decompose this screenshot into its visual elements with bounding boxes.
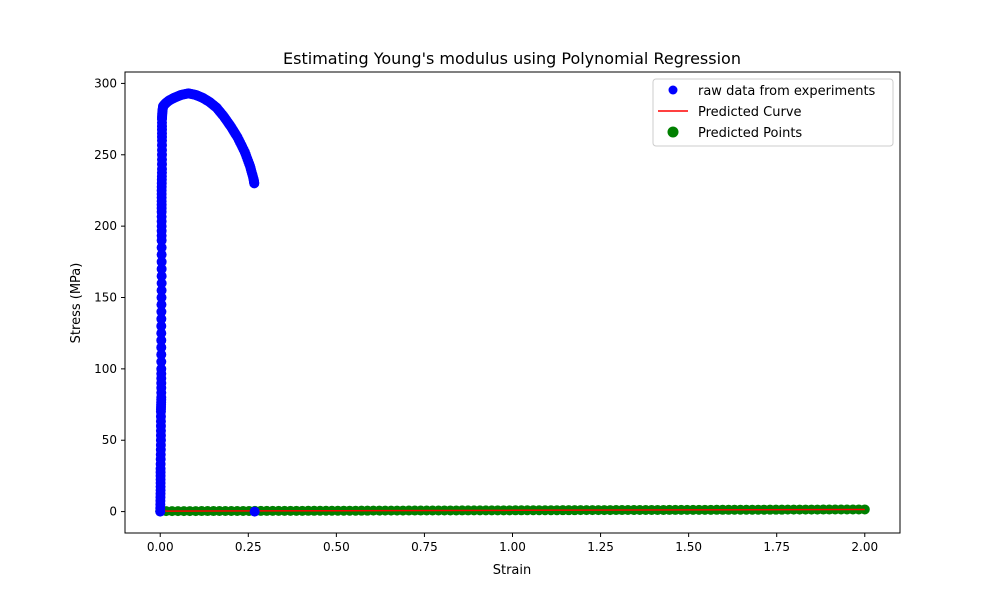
x-tick-label: 0.25 — [235, 540, 262, 554]
raw-data-point — [156, 356, 167, 367]
legend-marker — [668, 85, 678, 95]
x-tick-label: 0.00 — [147, 540, 174, 554]
y-tick-label: 100 — [94, 362, 117, 376]
raw-data-point — [156, 321, 167, 332]
x-axis-label: Strain — [493, 563, 532, 578]
raw-data-point — [156, 363, 167, 374]
raw-data-point — [156, 313, 167, 324]
legend-box — [652, 78, 894, 147]
y-tick-label: 0 — [109, 505, 117, 519]
x-tick-label: 1.00 — [499, 540, 526, 554]
x-tick-label: 0.75 — [411, 540, 438, 554]
x-tick-label: 0.50 — [323, 540, 350, 554]
raw-data-point — [156, 263, 167, 274]
legend: raw data from experiments Predicted Curve… — [652, 78, 894, 147]
raw-data-point — [156, 342, 167, 353]
chart-title: Estimating Young's modulus using Polynom… — [283, 49, 741, 68]
legend-label: Predicted Points — [698, 126, 802, 141]
y-axis-label: Stress (MPa) — [69, 263, 84, 344]
raw-data-point — [156, 335, 167, 346]
y-tick-label: 150 — [94, 291, 117, 305]
legend-marker — [667, 126, 679, 138]
legend-label: raw data from experiments — [698, 84, 876, 99]
x-tick-label: 1.25 — [587, 540, 614, 554]
y-tick-label: 250 — [94, 148, 117, 162]
series-raw-data — [155, 88, 260, 517]
raw-data-point — [156, 328, 167, 339]
raw-data-point — [156, 285, 167, 296]
raw-data-point — [156, 278, 167, 289]
raw-data-point — [156, 349, 167, 360]
predicted-curve-line — [160, 508, 865, 512]
x-tick-label: 1.75 — [763, 540, 790, 554]
raw-data-point — [249, 506, 260, 517]
x-tick-label: 2.00 — [851, 540, 878, 554]
y-tick-label: 50 — [102, 433, 117, 447]
y-tick-label: 200 — [94, 219, 117, 233]
raw-data-point — [156, 299, 167, 310]
x-tick-label: 1.50 — [675, 540, 702, 554]
raw-data-point — [156, 292, 167, 303]
raw-data-point — [156, 306, 167, 317]
predicted-point — [859, 504, 870, 515]
raw-data-point — [156, 242, 167, 253]
raw-data-point — [249, 178, 260, 189]
raw-data-point — [156, 256, 167, 267]
legend-label: Predicted Curve — [698, 105, 802, 120]
y-tick-label: 300 — [94, 76, 117, 90]
raw-data-point — [156, 249, 167, 260]
raw-data-point — [156, 271, 167, 282]
